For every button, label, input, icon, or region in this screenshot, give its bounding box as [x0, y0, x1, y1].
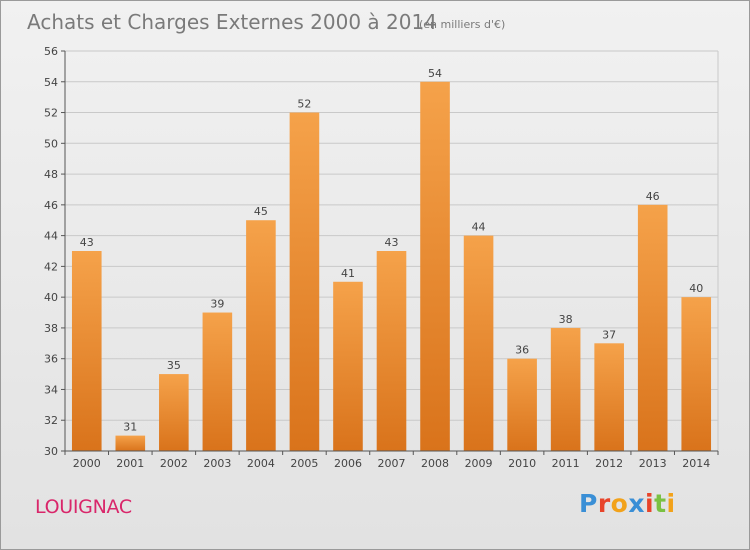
- x-tick-label-2005: 2005: [290, 457, 318, 470]
- y-tick-label: 40: [44, 291, 58, 304]
- y-tick-label: 50: [44, 137, 58, 150]
- x-tick-label-2007: 2007: [378, 457, 406, 470]
- logo-letter: i: [666, 489, 676, 518]
- bar-2008: [420, 81, 450, 452]
- value-label-2003: 39: [210, 298, 224, 311]
- x-tick-label-2001: 2001: [116, 457, 144, 470]
- value-label-2004: 45: [254, 205, 268, 218]
- bar-2005: [289, 112, 320, 452]
- bar-2012: [594, 343, 624, 451]
- bar-2003: [202, 312, 233, 451]
- y-tick-label: 42: [44, 260, 58, 273]
- y-axis: 30 32 34 36 38 40 42 44 46 48 50 52 54 56: [44, 45, 66, 458]
- value-label-2014: 40: [689, 282, 703, 295]
- logo-letter: t: [654, 489, 667, 518]
- y-tick-label: 56: [44, 45, 58, 58]
- x-tick-label-2012: 2012: [595, 457, 623, 470]
- y-tick-label: 54: [44, 76, 58, 89]
- y-tick-label: 44: [44, 230, 58, 243]
- bar-2002: [159, 374, 189, 451]
- value-label-2013: 46: [646, 190, 660, 203]
- x-tick-label-2006: 2006: [334, 457, 362, 470]
- y-tick-label: 52: [44, 107, 58, 120]
- value-label-2009: 44: [472, 221, 486, 234]
- y-tick-label: 48: [44, 168, 58, 181]
- x-tick-label-2003: 2003: [203, 457, 231, 470]
- logo-letter: o: [610, 489, 629, 518]
- x-tick-label-2002: 2002: [160, 457, 188, 470]
- bar-2010: [507, 358, 537, 451]
- x-tick-label-2008: 2008: [421, 457, 449, 470]
- x-tick-label-2009: 2009: [465, 457, 493, 470]
- y-tick-label: 38: [44, 322, 58, 335]
- value-label-2000: 43: [80, 236, 94, 249]
- bar-2011: [550, 327, 581, 451]
- x-tick-label-2011: 2011: [552, 457, 580, 470]
- x-axis: 2000 2001 2002 2003 2004 2005 2006 2007 2008 2009…: [64, 450, 719, 470]
- logo-letter: i: [645, 489, 655, 518]
- value-labels: 43 31 35 39 45 52 41 43 54 44 36 38 37 46 40: [80, 67, 703, 434]
- value-label-2001: 31: [123, 421, 137, 434]
- logo-letter: r: [597, 489, 611, 518]
- value-label-2005: 52: [297, 98, 311, 111]
- bar-2013: [637, 204, 668, 451]
- value-label-2002: 35: [167, 359, 181, 372]
- x-tick-label-2004: 2004: [247, 457, 275, 470]
- value-label-2010: 36: [515, 344, 529, 357]
- x-tick-label-2014: 2014: [682, 457, 710, 470]
- value-label-2012: 37: [602, 328, 616, 341]
- logo-letter: x: [628, 489, 645, 518]
- value-label-2006: 41: [341, 267, 355, 280]
- x-tick-label-2013: 2013: [639, 457, 667, 470]
- y-tick-label: 32: [44, 414, 58, 427]
- chart-title: Achats et Charges Externes 2000 à 2014: [27, 10, 437, 34]
- y-tick-label: 30: [44, 445, 58, 458]
- y-tick-label: 36: [44, 353, 58, 366]
- value-label-2007: 43: [385, 236, 399, 249]
- chart-subtitle: (en milliers d'€): [419, 18, 505, 31]
- bar-2009: [463, 235, 494, 451]
- bar-2004: [246, 220, 276, 451]
- value-label-2008: 54: [428, 67, 442, 80]
- y-tick-label: 46: [44, 199, 58, 212]
- bar-2007: [376, 251, 407, 451]
- bar-2006: [333, 281, 363, 451]
- x-tick-label-2000: 2000: [73, 457, 101, 470]
- logo-letter: P: [579, 489, 598, 518]
- value-label-2011: 38: [559, 313, 573, 326]
- y-tick-label: 34: [44, 383, 58, 396]
- bar-2001: [115, 435, 146, 451]
- bar-2000: [71, 251, 102, 451]
- bars: [71, 81, 712, 452]
- proxiti-logo: Proxiti: [579, 489, 676, 518]
- x-tick-label-2010: 2010: [508, 457, 536, 470]
- place-name: LOUIGNAC: [35, 496, 132, 518]
- bar-2014: [681, 297, 712, 451]
